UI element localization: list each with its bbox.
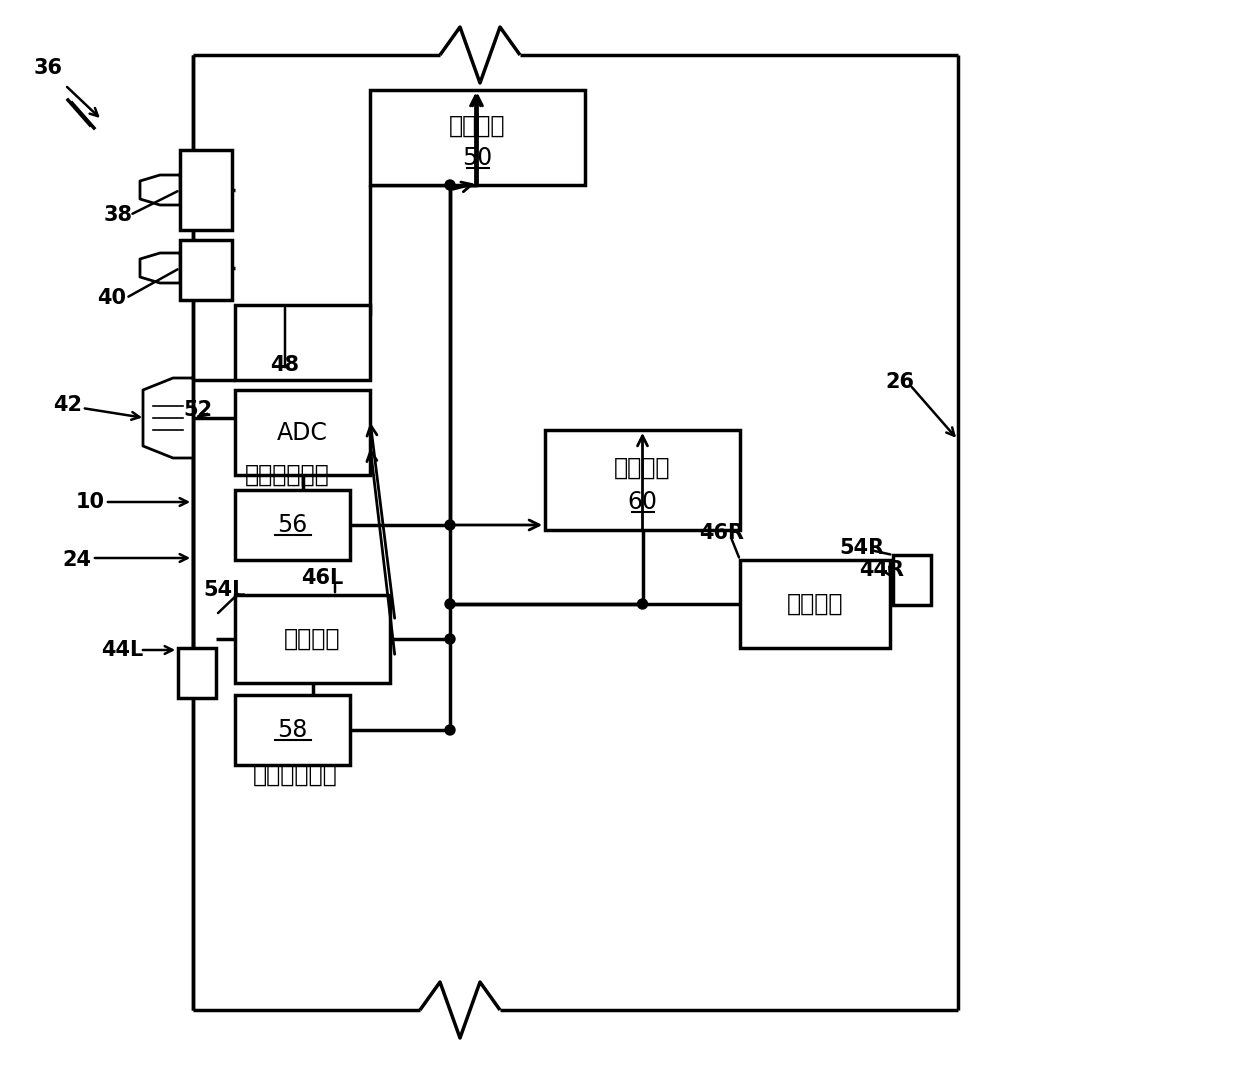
Text: 42: 42 — [53, 395, 83, 415]
Bar — [236, 305, 370, 380]
Text: 54R: 54R — [839, 537, 884, 558]
Text: 60: 60 — [627, 490, 657, 514]
Bar — [180, 240, 232, 300]
Bar — [740, 560, 890, 648]
Text: 压力模块: 压力模块 — [786, 592, 843, 616]
Circle shape — [445, 634, 455, 644]
Text: 44L: 44L — [100, 640, 143, 660]
Circle shape — [445, 725, 455, 735]
Text: 44R: 44R — [859, 560, 904, 580]
Bar — [546, 430, 740, 530]
Text: 52: 52 — [184, 400, 212, 420]
Polygon shape — [143, 378, 193, 458]
Text: 50: 50 — [463, 147, 492, 171]
Text: 38: 38 — [103, 205, 133, 225]
Bar — [179, 648, 216, 698]
Text: 46L: 46L — [301, 568, 343, 588]
Bar — [180, 150, 232, 230]
Text: 56: 56 — [278, 514, 308, 537]
Text: 54L: 54L — [203, 580, 247, 599]
Text: 接收系统: 接收系统 — [449, 114, 506, 138]
Text: 36: 36 — [33, 58, 62, 78]
Circle shape — [445, 520, 455, 530]
Text: 备用仪器: 备用仪器 — [614, 456, 671, 480]
Text: 备用压力模块: 备用压力模块 — [253, 763, 337, 787]
Text: ADC: ADC — [277, 420, 327, 445]
Polygon shape — [140, 175, 180, 205]
Bar — [236, 695, 350, 765]
Text: 10: 10 — [76, 492, 104, 512]
Circle shape — [445, 599, 455, 609]
Bar — [893, 555, 931, 605]
Text: 备用压力模块: 备用压力模块 — [244, 463, 330, 487]
Text: 58: 58 — [278, 718, 308, 742]
Text: 26: 26 — [885, 372, 915, 392]
Circle shape — [637, 599, 647, 609]
Bar — [236, 595, 391, 683]
Bar — [236, 390, 370, 475]
Bar — [370, 90, 585, 185]
Bar — [236, 490, 350, 560]
Text: 24: 24 — [62, 551, 92, 570]
Text: 压力模块: 压力模块 — [284, 627, 341, 651]
Polygon shape — [140, 254, 180, 283]
Circle shape — [445, 180, 455, 190]
Text: 48: 48 — [270, 355, 300, 375]
Text: 40: 40 — [98, 288, 126, 308]
Text: 46R: 46R — [699, 523, 744, 543]
